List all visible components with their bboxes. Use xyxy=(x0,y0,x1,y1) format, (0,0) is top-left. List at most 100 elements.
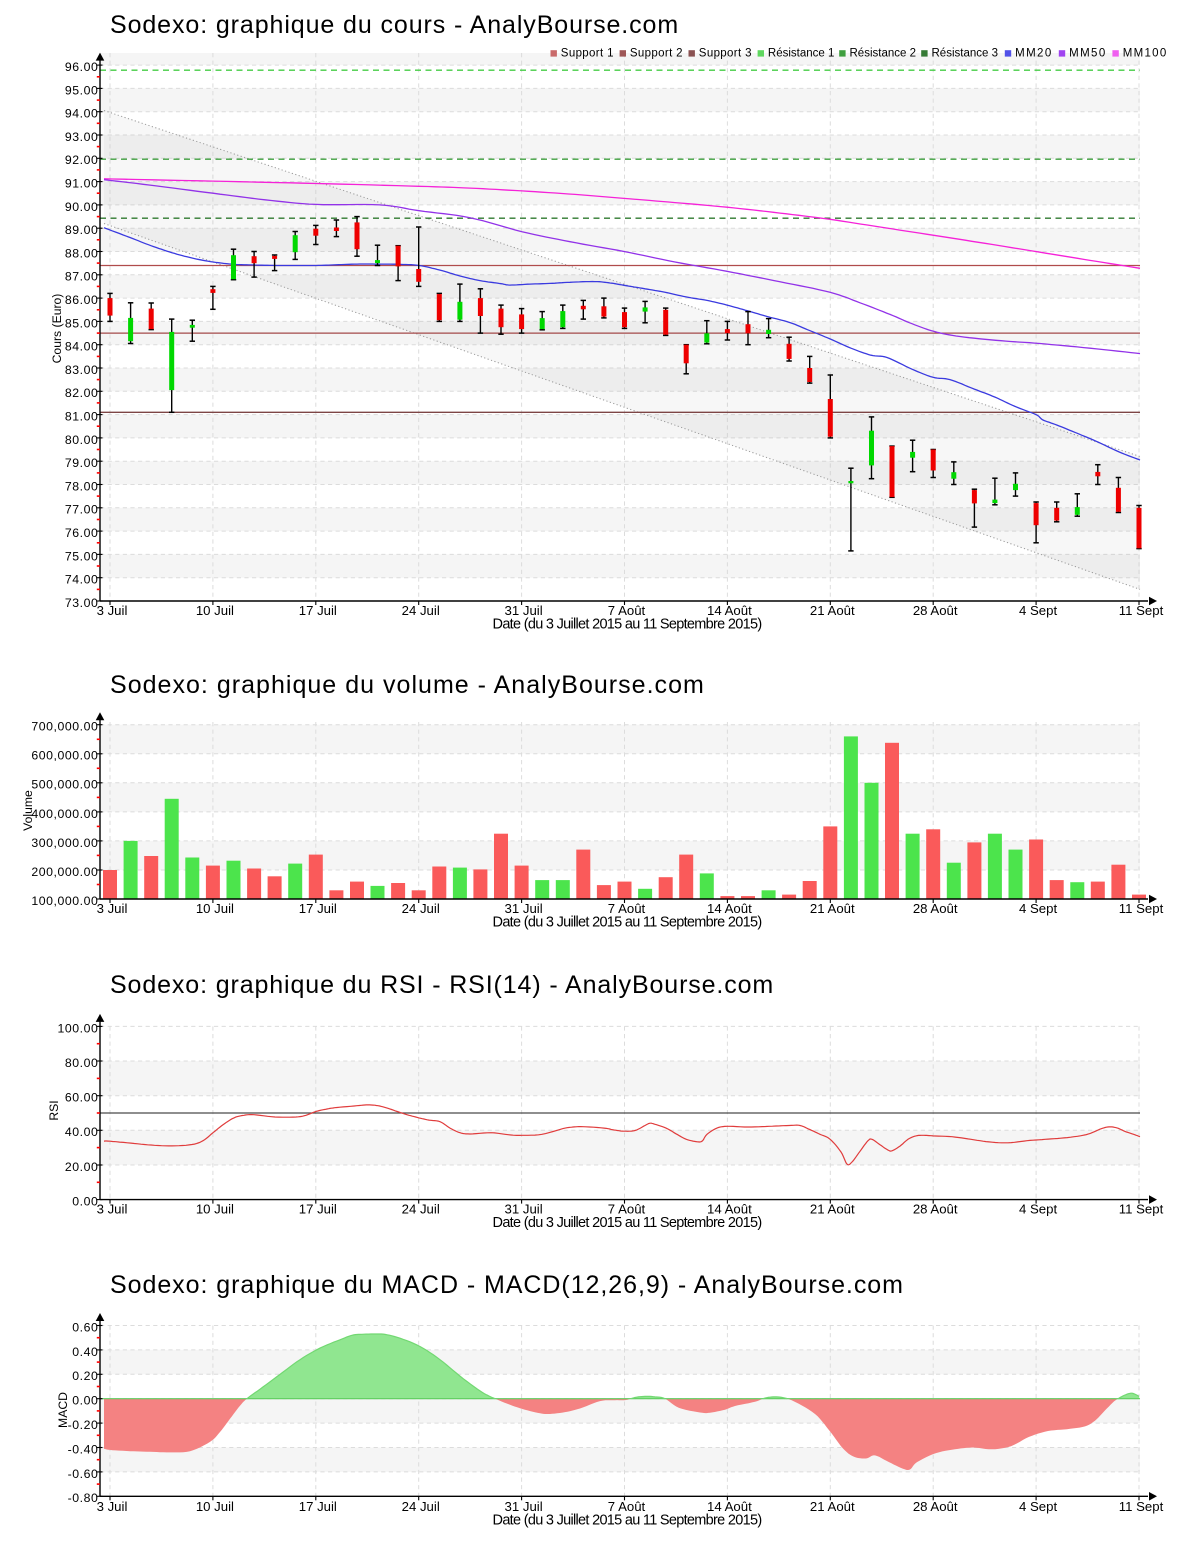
svg-text:14 Août: 14 Août xyxy=(707,1499,752,1514)
svg-text:91.00: 91.00 xyxy=(65,177,99,191)
svg-text:4 Sept: 4 Sept xyxy=(1019,603,1057,618)
svg-text:7 Août: 7 Août xyxy=(608,603,646,618)
svg-text:-0.60: -0.60 xyxy=(68,1467,99,1481)
svg-text:17 Juil: 17 Juil xyxy=(299,603,337,618)
svg-text:40.00: 40.00 xyxy=(65,1125,99,1139)
svg-text:4 Sept: 4 Sept xyxy=(1019,1202,1057,1217)
svg-text:Cours (Euro): Cours (Euro) xyxy=(50,294,64,364)
svg-text:400,000.00: 400,000.00 xyxy=(31,807,98,821)
svg-text:Support 1: Support 1 xyxy=(561,48,614,60)
svg-text:17 Juil: 17 Juil xyxy=(299,1202,337,1217)
svg-text:75.00: 75.00 xyxy=(65,549,99,563)
svg-text:700,000.00: 700,000.00 xyxy=(31,720,98,734)
svg-text:24 Juil: 24 Juil xyxy=(402,1202,440,1217)
svg-text:7 Août: 7 Août xyxy=(608,1202,646,1217)
svg-text:11 Sept: 11 Sept xyxy=(1119,1202,1164,1217)
svg-text:21 Août: 21 Août xyxy=(810,901,855,916)
svg-text:10 Juil: 10 Juil xyxy=(196,1202,234,1217)
svg-text:85.00: 85.00 xyxy=(65,316,99,330)
svg-text:Support 2: Support 2 xyxy=(630,48,683,60)
svg-text:21 Août: 21 Août xyxy=(810,1202,855,1217)
svg-text:MM20: MM20 xyxy=(1015,48,1053,60)
svg-text:3 Juil: 3 Juil xyxy=(97,1202,128,1217)
svg-text:77.00: 77.00 xyxy=(65,503,99,517)
svg-text:Sodexo: graphique du cours - A: Sodexo: graphique du cours - AnalyBourse… xyxy=(110,11,679,39)
svg-text:20.00: 20.00 xyxy=(65,1160,99,1174)
svg-text:60.00: 60.00 xyxy=(65,1091,99,1105)
svg-text:80.00: 80.00 xyxy=(65,1056,99,1070)
svg-text:100,000.00: 100,000.00 xyxy=(31,894,98,908)
svg-text:Sodexo: graphique du MACD - MA: Sodexo: graphique du MACD - MACD(12,26,9… xyxy=(110,1271,904,1299)
svg-text:86.00: 86.00 xyxy=(65,293,99,307)
svg-text:7 Août: 7 Août xyxy=(608,1499,646,1514)
svg-text:200,000.00: 200,000.00 xyxy=(31,865,98,879)
svg-text:90.00: 90.00 xyxy=(65,200,99,214)
svg-text:Résistance 3: Résistance 3 xyxy=(932,48,998,60)
svg-text:96.00: 96.00 xyxy=(65,60,99,74)
svg-text:RSI: RSI xyxy=(47,1100,61,1120)
svg-text:31 Juil: 31 Juil xyxy=(505,901,543,916)
svg-text:28 Août: 28 Août xyxy=(913,901,958,916)
svg-text:24 Juil: 24 Juil xyxy=(402,1499,440,1514)
svg-text:4 Sept: 4 Sept xyxy=(1019,1499,1057,1514)
svg-text:Sodexo: graphique du RSI - RSI: Sodexo: graphique du RSI - RSI(14) - Ana… xyxy=(110,971,774,999)
svg-text:88.00: 88.00 xyxy=(65,246,99,260)
svg-text:31 Juil: 31 Juil xyxy=(505,1499,543,1514)
svg-text:93.00: 93.00 xyxy=(65,130,99,144)
svg-text:600,000.00: 600,000.00 xyxy=(31,749,98,763)
svg-text:11 Sept: 11 Sept xyxy=(1119,603,1164,618)
svg-text:11 Sept: 11 Sept xyxy=(1119,901,1164,916)
svg-text:Date (du 3 Juillet 2015 au 11: Date (du 3 Juillet 2015 au 11 Septembre … xyxy=(493,617,762,633)
svg-text:3 Juil: 3 Juil xyxy=(97,1499,128,1514)
svg-text:3 Juil: 3 Juil xyxy=(97,603,128,618)
svg-text:14 Août: 14 Août xyxy=(707,603,752,618)
svg-text:11 Sept: 11 Sept xyxy=(1119,1499,1164,1514)
svg-text:14 Août: 14 Août xyxy=(707,901,752,916)
svg-text:100.00: 100.00 xyxy=(57,1021,98,1035)
svg-text:73.00: 73.00 xyxy=(65,596,99,610)
svg-text:MACD: MACD xyxy=(56,1392,70,1428)
svg-text:Support 3: Support 3 xyxy=(699,48,752,60)
svg-text:89.00: 89.00 xyxy=(65,223,99,237)
svg-text:Résistance 2: Résistance 2 xyxy=(850,48,916,60)
svg-text:Date (du 3 Juillet 2015 au 11: Date (du 3 Juillet 2015 au 11 Septembre … xyxy=(493,1513,762,1529)
svg-text:10 Juil: 10 Juil xyxy=(196,603,234,618)
svg-text:92.00: 92.00 xyxy=(65,153,99,167)
svg-text:0.00: 0.00 xyxy=(72,1195,98,1209)
svg-text:83.00: 83.00 xyxy=(65,363,99,377)
svg-text:76.00: 76.00 xyxy=(65,526,99,540)
svg-text:10 Juil: 10 Juil xyxy=(196,901,234,916)
svg-text:21 Août: 21 Août xyxy=(810,1499,855,1514)
svg-text:7 Août: 7 Août xyxy=(608,901,646,916)
svg-text:78.00: 78.00 xyxy=(65,479,99,493)
svg-text:0.60: 0.60 xyxy=(72,1320,98,1334)
svg-text:4 Sept: 4 Sept xyxy=(1019,901,1057,916)
svg-text:28 Août: 28 Août xyxy=(913,1202,958,1217)
svg-text:24 Juil: 24 Juil xyxy=(402,603,440,618)
svg-text:28 Août: 28 Août xyxy=(913,1499,958,1514)
svg-text:14 Août: 14 Août xyxy=(707,1202,752,1217)
svg-text:74.00: 74.00 xyxy=(65,573,99,587)
svg-text:Sodexo: graphique du volume -: Sodexo: graphique du volume - AnalyBours… xyxy=(110,671,705,699)
svg-text:500,000.00: 500,000.00 xyxy=(31,778,98,792)
svg-text:28 Août: 28 Août xyxy=(913,603,958,618)
svg-text:79.00: 79.00 xyxy=(65,456,99,470)
svg-text:82.00: 82.00 xyxy=(65,386,99,400)
svg-text:94.00: 94.00 xyxy=(65,107,99,121)
svg-text:10 Juil: 10 Juil xyxy=(196,1499,234,1514)
svg-text:Date (du 3 Juillet 2015 au 11: Date (du 3 Juillet 2015 au 11 Septembre … xyxy=(493,1215,762,1231)
svg-text:-0.40: -0.40 xyxy=(68,1442,99,1456)
svg-text:24 Juil: 24 Juil xyxy=(402,901,440,916)
svg-text:95.00: 95.00 xyxy=(65,83,99,97)
svg-text:MM50: MM50 xyxy=(1069,48,1107,60)
svg-text:0.20: 0.20 xyxy=(72,1369,98,1383)
svg-text:3 Juil: 3 Juil xyxy=(97,901,128,916)
svg-text:17 Juil: 17 Juil xyxy=(299,1499,337,1514)
svg-text:21 Août: 21 Août xyxy=(810,603,855,618)
svg-text:87.00: 87.00 xyxy=(65,270,99,284)
svg-text:0.40: 0.40 xyxy=(72,1345,98,1359)
svg-text:-0.80: -0.80 xyxy=(68,1491,99,1505)
svg-text:MM100: MM100 xyxy=(1123,48,1168,60)
svg-text:81.00: 81.00 xyxy=(65,410,99,424)
svg-text:80.00: 80.00 xyxy=(65,433,99,447)
